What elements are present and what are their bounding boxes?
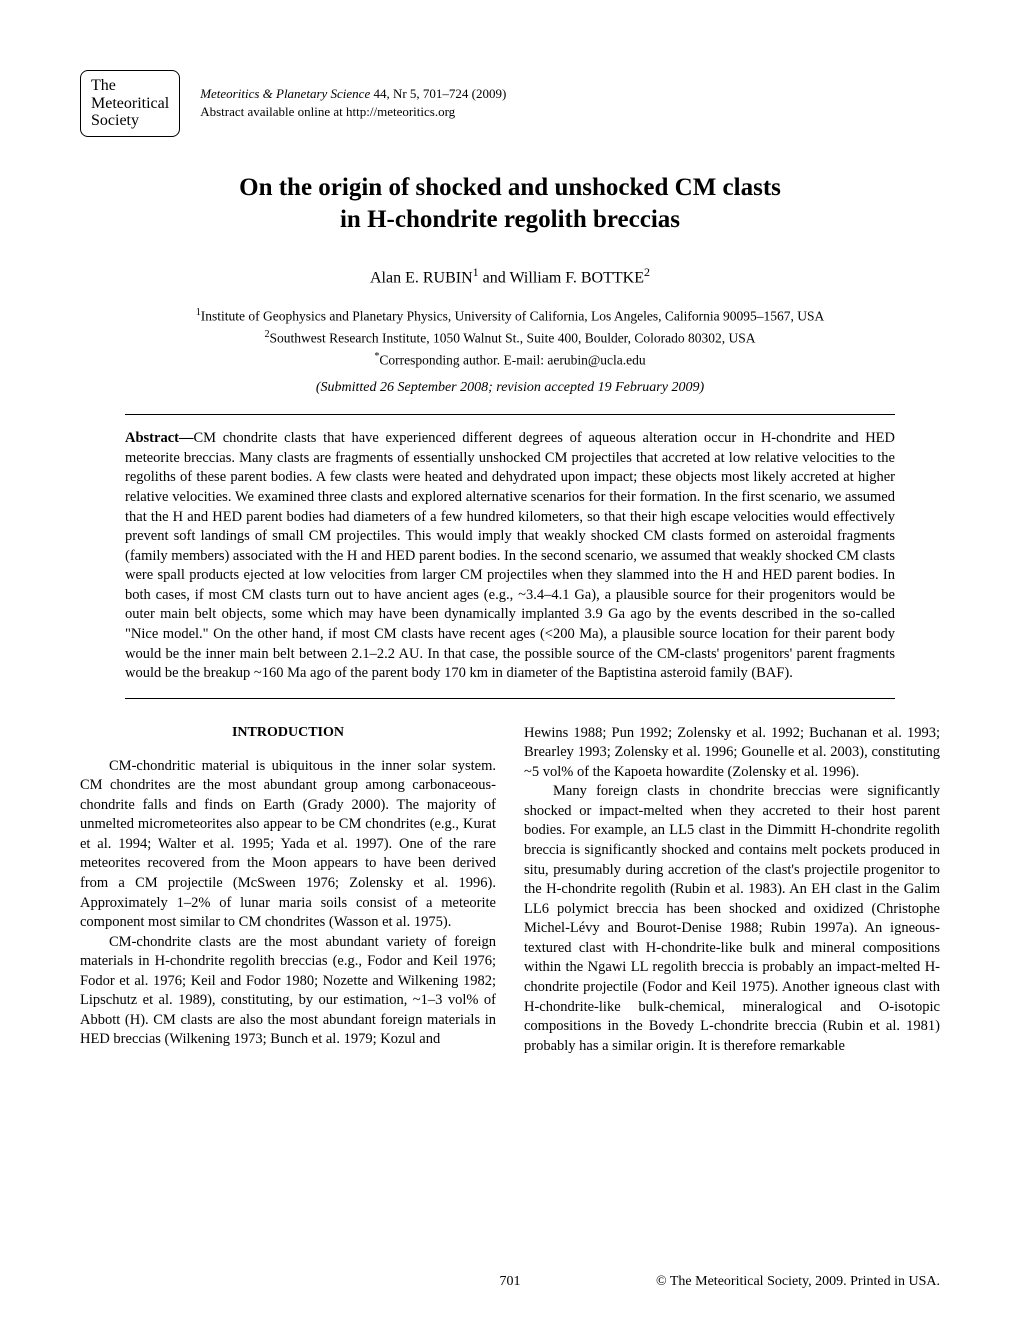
logo-line-1: The <box>91 77 169 95</box>
authors: Alan E. RUBIN1 and William F. BOTTKE2 <box>80 265 940 287</box>
section-heading-introduction: INTRODUCTION <box>80 724 496 743</box>
corresponding: *Corresponding author. E-mail: aerubin@u… <box>80 349 940 371</box>
intro-para-3: Many foreign clasts in chondrite breccia… <box>524 782 940 1056</box>
copyright: © The Meteoritical Society, 2009. Printe… <box>656 1274 940 1290</box>
header-meta: Meteoritics & Planetary Science 44, Nr 5… <box>200 85 506 121</box>
body-columns: INTRODUCTION CM-chondritic material is u… <box>80 724 940 1057</box>
abstract-lead: Abstract— <box>125 430 193 446</box>
submission-dates: (Submitted 26 September 2008; revision a… <box>80 380 940 396</box>
affiliation-2: 2Southwest Research Institute, 1050 Waln… <box>80 327 940 349</box>
abstract-text: Abstract—CM chondrite clasts that have e… <box>125 415 895 697</box>
logo-line-2: Meteoritical <box>91 95 169 113</box>
intro-para-2: CM-chondrite clasts are the most abundan… <box>80 933 496 1050</box>
citation-tail: 44, Nr 5, 701–724 (2009) <box>370 86 506 101</box>
affiliations: 1Institute of Geophysics and Planetary P… <box>80 305 940 370</box>
title-line-2: in H-chondrite regolith breccias <box>340 206 680 233</box>
intro-para-1: CM-chondritic material is ubiquitous in … <box>80 757 496 933</box>
page-footer: 701 © The Meteoritical Society, 2009. Pr… <box>80 1274 940 1290</box>
society-logo: The Meteoritical Society <box>80 70 180 137</box>
logo-line-3: Society <box>91 112 169 130</box>
abstract-url-line: Abstract available online at http://mete… <box>200 103 506 121</box>
intro-para-2-cont: Hewins 1988; Pun 1992; Zolensky et al. 1… <box>524 724 940 783</box>
affiliation-1: 1Institute of Geophysics and Planetary P… <box>80 305 940 327</box>
article-title: On the origin of shocked and unshocked C… <box>80 172 940 237</box>
title-line-1: On the origin of shocked and unshocked C… <box>239 174 781 201</box>
journal-name: Meteoritics & Planetary Science <box>200 86 370 101</box>
page-number: 701 <box>500 1274 521 1290</box>
abstract-block: Abstract—CM chondrite clasts that have e… <box>125 414 895 698</box>
abstract-body: CM chondrite clasts that have experience… <box>125 430 895 681</box>
header-row: The Meteoritical Society Meteoritics & P… <box>80 70 940 137</box>
journal-citation: Meteoritics & Planetary Science 44, Nr 5… <box>200 85 506 103</box>
abstract-rule-bottom <box>125 698 895 699</box>
